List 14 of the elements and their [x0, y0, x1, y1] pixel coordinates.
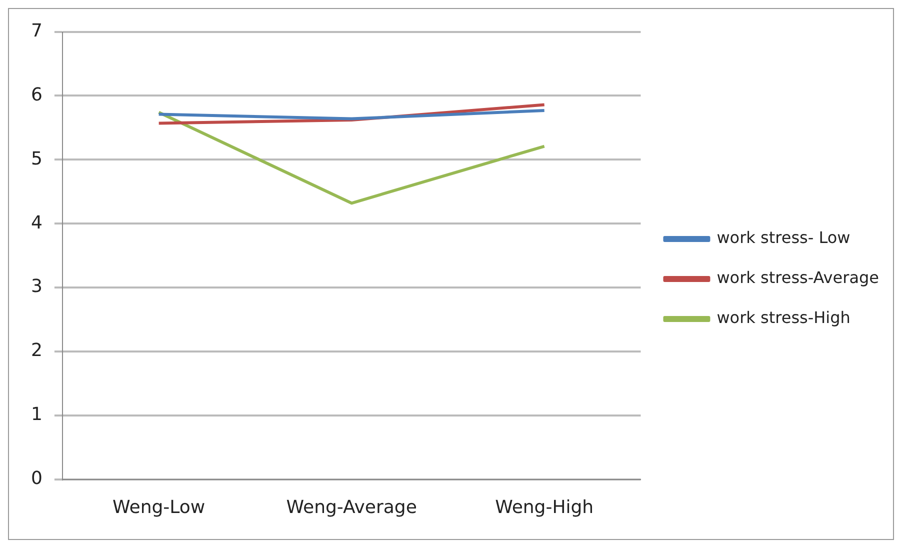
y-tick-label: 0 [31, 468, 42, 490]
y-tick-label: 5 [31, 148, 42, 170]
legend-label: work stress- Low [716, 228, 850, 248]
y-tick-label: 7 [31, 20, 42, 42]
legend-label: work stress-High [716, 308, 850, 328]
x-tick-label: Weng-Low [112, 496, 206, 518]
y-tick-label: 6 [31, 84, 42, 106]
x-tick-label: Weng-High [495, 496, 594, 518]
y-tick-label: 3 [31, 276, 42, 298]
y-tick-label: 4 [31, 212, 42, 234]
y-tick-label: 1 [31, 404, 42, 426]
y-tick-label: 2 [31, 340, 42, 362]
x-tick-label: Weng-Average [286, 496, 417, 518]
legend-label: work stress-Average [716, 268, 879, 288]
